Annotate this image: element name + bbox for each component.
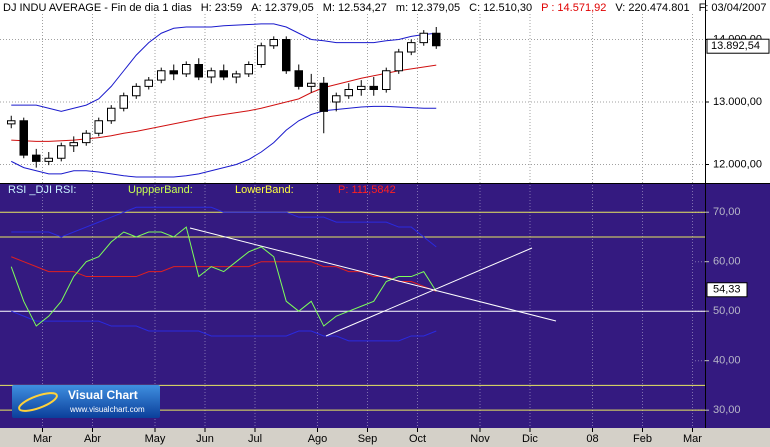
x-tick-label: Jul <box>248 433 262 445</box>
candle-body <box>319 82 328 112</box>
y-tick-label: 70,00 <box>713 206 741 218</box>
candle-body <box>419 32 428 44</box>
candle-body <box>144 79 153 87</box>
candle-body <box>107 107 116 122</box>
candle-body <box>82 132 91 144</box>
header-item: F: 03/04/2007 <box>699 2 767 14</box>
x-tick-label: Nov <box>470 433 490 445</box>
header: DJ INDU AVERAGE - Fin de dia 1 dias H: 23… <box>3 2 766 14</box>
series-line <box>10 226 437 327</box>
candle-body <box>219 70 228 78</box>
x-tick-label: Feb <box>633 433 652 445</box>
candle-body <box>294 70 303 87</box>
trend-line <box>189 227 557 322</box>
last-value-box <box>706 282 748 298</box>
candle-body <box>169 70 178 75</box>
candle-body <box>382 70 391 90</box>
header-item: H: 23:59 <box>201 2 243 14</box>
x-axis-strip <box>0 428 770 447</box>
y-tick-label: 30,00 <box>713 404 741 416</box>
x-tick-label: Abr <box>84 433 101 445</box>
header-item: A: 12.379,05 <box>251 2 313 14</box>
y-tick-label: 40,00 <box>713 355 741 367</box>
candle-body <box>232 73 241 78</box>
series-line <box>11 256 437 292</box>
candle-body <box>407 42 416 53</box>
header-item: DJ INDU AVERAGE - Fin de dia 1 dias <box>3 2 192 14</box>
legend-entry: LowerBand: <box>235 184 294 196</box>
candle-body <box>344 89 353 97</box>
candle-body <box>332 95 341 103</box>
candle-body <box>207 70 216 78</box>
overlay-line <box>11 105 437 178</box>
trend-line <box>325 247 533 337</box>
series-line <box>11 310 437 342</box>
logo-swoosh <box>18 392 58 412</box>
candle-body <box>244 64 253 75</box>
x-tick-label: 08 <box>586 433 598 445</box>
candle-body <box>269 39 278 47</box>
logo-url: www.visualchart.com <box>69 405 145 414</box>
x-tick-label: Ago <box>308 433 328 445</box>
last-value-label: 13.892,54 <box>711 40 760 52</box>
candle-body <box>19 120 28 156</box>
candle-body <box>57 145 66 159</box>
candle-body <box>32 154 41 162</box>
legend-entry: UppperBand: <box>128 184 193 196</box>
x-tick-label: May <box>145 433 166 445</box>
legend-entry: RSI _DJI RSI: <box>8 184 76 196</box>
candle-body <box>257 45 266 65</box>
x-tick-label: Jun <box>196 433 214 445</box>
header-item: m: 12.379,05 <box>396 2 460 14</box>
x-tick-label: Mar <box>33 433 52 445</box>
last-value-box <box>706 38 770 54</box>
header-item: M: 12.534,27 <box>323 2 387 14</box>
candle-body <box>119 95 128 109</box>
price-panel <box>0 0 770 184</box>
x-tick-label: Dic <box>522 433 538 445</box>
candle-body <box>432 32 441 47</box>
legend-entry: P: 111,5842 <box>338 184 396 196</box>
y-tick-label: 50,00 <box>713 305 741 317</box>
x-tick-label: Mar <box>683 433 702 445</box>
candle-body <box>94 120 103 134</box>
logo-title: Visual Chart <box>68 388 138 402</box>
candle-body <box>7 120 16 125</box>
x-tick-label: Sep <box>358 433 378 445</box>
candle-body <box>44 157 53 162</box>
overlay-line <box>11 23 437 112</box>
header-item: C: 12.510,30 <box>469 2 532 14</box>
last-value-label: 54,33 <box>713 284 741 296</box>
header-item: P : 14.571,92 <box>541 2 606 14</box>
candle-body <box>394 51 403 72</box>
candle-body <box>194 64 203 78</box>
candle-body <box>282 39 291 72</box>
header-item: V: 220.474.801 <box>615 2 689 14</box>
candle-body <box>69 142 78 147</box>
candle-body <box>132 85 141 97</box>
candle-body <box>357 85 366 90</box>
candle-body <box>307 82 316 87</box>
logo: Visual Chart www.visualchart.com <box>12 385 160 418</box>
y-tick-label: 13.000,00 <box>713 96 762 108</box>
candle-body <box>182 64 191 75</box>
candle-body <box>369 85 378 90</box>
y-tick-label: 60,00 <box>713 256 741 268</box>
x-tick-label: Oct <box>409 433 426 445</box>
y-tick-label: 12.000,00 <box>713 158 762 170</box>
series-line <box>11 206 437 248</box>
candle-body <box>157 70 166 81</box>
